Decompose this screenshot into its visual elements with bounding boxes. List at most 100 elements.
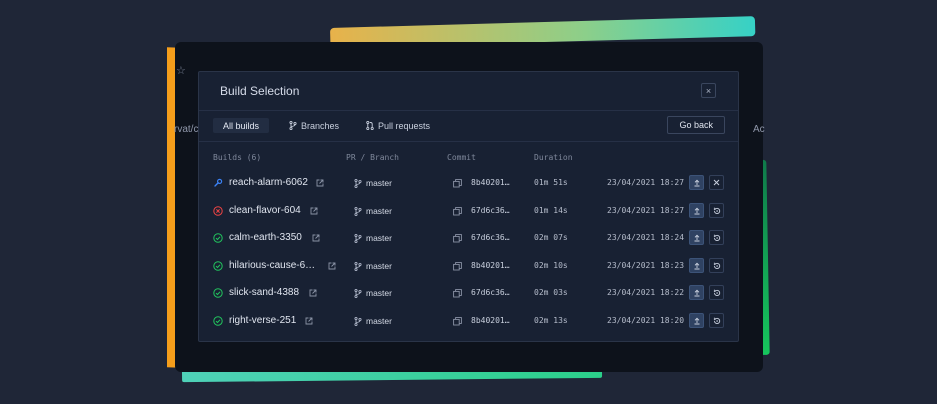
table-row[interactable]: right-verse-251 master 8b40201… 02m 13s … bbox=[199, 309, 738, 335]
success-status-icon bbox=[213, 316, 223, 326]
branch-icon bbox=[354, 289, 362, 298]
build-name-link[interactable]: hilarious-cause-6… bbox=[229, 260, 316, 271]
success-status-icon bbox=[213, 288, 223, 298]
upload-icon bbox=[694, 317, 699, 324]
branch-name: master bbox=[366, 206, 392, 216]
branch-name: master bbox=[366, 233, 392, 243]
deploy-button[interactable] bbox=[689, 285, 704, 300]
close-icon: × bbox=[705, 85, 712, 96]
build-timestamp: 23/04/2021 18:27 bbox=[607, 178, 685, 187]
upload-icon bbox=[694, 207, 699, 214]
build-duration: 02m 07s bbox=[534, 233, 568, 242]
external-link-icon[interactable] bbox=[312, 234, 320, 242]
rerun-button[interactable] bbox=[709, 203, 724, 218]
running-status-icon bbox=[214, 178, 223, 187]
modal-title: Build Selection bbox=[220, 84, 300, 98]
deploy-button[interactable] bbox=[689, 175, 704, 190]
copy-icon[interactable] bbox=[453, 179, 462, 188]
external-link-icon[interactable] bbox=[328, 262, 336, 270]
build-name-link[interactable]: calm-earth-3350 bbox=[229, 232, 302, 243]
star-icon: ☆ bbox=[176, 65, 186, 77]
commit-hash: 8b40201… bbox=[471, 261, 510, 270]
copy-icon[interactable] bbox=[453, 262, 462, 271]
pull-request-icon bbox=[366, 121, 374, 130]
cancel-button[interactable] bbox=[709, 175, 724, 190]
build-timestamp: 23/04/2021 18:23 bbox=[607, 261, 685, 270]
rerun-icon bbox=[713, 233, 720, 241]
rerun-button[interactable] bbox=[709, 230, 724, 245]
success-status-icon bbox=[213, 233, 223, 243]
tab-label: All builds bbox=[223, 120, 260, 131]
column-header-duration: Duration bbox=[534, 153, 573, 162]
tab-branches[interactable]: Branches bbox=[279, 118, 349, 133]
copy-icon[interactable] bbox=[453, 234, 462, 243]
build-timestamp: 23/04/2021 18:27 bbox=[607, 206, 685, 215]
rerun-button[interactable] bbox=[709, 258, 724, 273]
external-link-icon[interactable] bbox=[310, 207, 318, 215]
deploy-button[interactable] bbox=[689, 258, 704, 273]
deploy-button[interactable] bbox=[689, 230, 704, 245]
branch-icon bbox=[289, 121, 297, 130]
tab-label: Branches bbox=[301, 120, 340, 131]
deploy-button[interactable] bbox=[689, 203, 704, 218]
backdrop-text-left: rvat/c bbox=[174, 124, 199, 135]
commit-hash: 67d6c36… bbox=[471, 233, 510, 242]
commit-hash: 8b40201… bbox=[471, 178, 510, 187]
cancel-icon bbox=[713, 179, 720, 186]
build-duration: 01m 14s bbox=[534, 206, 568, 215]
branch-name: master bbox=[366, 178, 392, 188]
branch-name: master bbox=[366, 288, 392, 298]
external-link-icon[interactable] bbox=[316, 179, 324, 187]
upload-icon bbox=[694, 262, 699, 269]
branch-icon bbox=[354, 317, 362, 326]
rerun-button[interactable] bbox=[709, 313, 724, 328]
branch-name: master bbox=[366, 316, 392, 326]
copy-icon[interactable] bbox=[453, 317, 462, 326]
table-row[interactable]: reach-alarm-6062 master 8b40201… 01m 51s… bbox=[199, 171, 738, 197]
error-status-icon bbox=[213, 206, 223, 216]
deploy-button[interactable] bbox=[689, 313, 704, 328]
commit-hash: 67d6c36… bbox=[471, 206, 510, 215]
external-link-icon[interactable] bbox=[305, 317, 313, 325]
upload-icon bbox=[694, 289, 699, 296]
tab-pull-requests[interactable]: Pull requests bbox=[356, 118, 440, 133]
rerun-icon bbox=[713, 288, 720, 296]
build-duration: 02m 10s bbox=[534, 261, 568, 270]
build-name-link[interactable]: reach-alarm-6062 bbox=[229, 177, 308, 188]
copy-icon[interactable] bbox=[453, 289, 462, 298]
copy-icon[interactable] bbox=[453, 207, 462, 216]
table-row[interactable]: clean-flavor-604 master 67d6c36… 01m 14s… bbox=[199, 199, 738, 225]
close-button[interactable]: × bbox=[701, 83, 716, 98]
upload-icon bbox=[694, 179, 699, 186]
table-row[interactable]: hilarious-cause-6… master 8b40201… 02m 1… bbox=[199, 254, 738, 280]
build-timestamp: 23/04/2021 18:20 bbox=[607, 316, 685, 325]
build-name-link[interactable]: slick-sand-4388 bbox=[229, 287, 300, 298]
commit-hash: 8b40201… bbox=[471, 316, 510, 325]
build-name-link[interactable]: right-verse-251 bbox=[229, 315, 297, 326]
tab-all-builds[interactable]: All builds bbox=[213, 118, 270, 133]
build-duration: 01m 51s bbox=[534, 178, 568, 187]
build-duration: 02m 03s bbox=[534, 288, 568, 297]
rerun-icon bbox=[713, 206, 720, 214]
build-duration: 02m 13s bbox=[534, 316, 568, 325]
tabs-row: All builds Branches Pull requests Go bac… bbox=[199, 111, 738, 142]
backdrop-text-right: Ac bbox=[753, 124, 765, 135]
branch-icon bbox=[354, 262, 362, 271]
column-header-pr-branch: PR / Branch bbox=[346, 153, 399, 162]
rerun-icon bbox=[713, 316, 720, 324]
commit-hash: 67d6c36… bbox=[471, 288, 510, 297]
rerun-button[interactable] bbox=[709, 285, 724, 300]
table-row[interactable]: slick-sand-4388 master 67d6c36… 02m 03s … bbox=[199, 281, 738, 307]
table-row[interactable]: calm-earth-3350 master 67d6c36… 02m 07s … bbox=[199, 226, 738, 252]
upload-icon bbox=[694, 234, 699, 241]
success-status-icon bbox=[213, 261, 223, 271]
branch-icon bbox=[354, 179, 362, 188]
external-link-icon[interactable] bbox=[309, 289, 317, 297]
go-back-button[interactable]: Go back bbox=[667, 116, 725, 134]
tab-label: Pull requests bbox=[378, 120, 431, 131]
column-header-builds: Builds (6) bbox=[213, 153, 262, 162]
build-timestamp: 23/04/2021 18:22 bbox=[607, 288, 685, 297]
modal-header: Build Selection × bbox=[199, 72, 738, 111]
branch-icon bbox=[354, 234, 362, 243]
build-name-link[interactable]: clean-flavor-604 bbox=[229, 205, 301, 216]
